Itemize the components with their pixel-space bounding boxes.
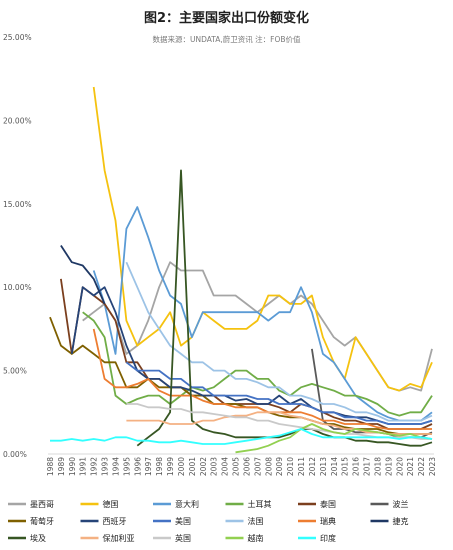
x-tick-label: 1995 bbox=[122, 457, 131, 476]
legend-label: 越南 bbox=[248, 533, 264, 543]
x-tick-label: 2008 bbox=[264, 457, 273, 476]
x-tick-label: 2001 bbox=[188, 457, 197, 476]
y-tick-label: 10.00% bbox=[3, 283, 32, 292]
x-tick-label: 2017 bbox=[363, 457, 372, 476]
x-tick-label: 1991 bbox=[79, 457, 88, 476]
y-tick-label: 15.00% bbox=[3, 200, 32, 209]
y-tick-label: 20.00% bbox=[3, 116, 32, 125]
series-line-9 bbox=[125, 261, 433, 422]
x-tick-label: 2018 bbox=[373, 457, 382, 476]
x-tick-label: 1992 bbox=[90, 457, 99, 476]
series-line-7 bbox=[70, 286, 433, 425]
legend-label: 保加利亚 bbox=[103, 533, 135, 543]
series-line-8 bbox=[125, 361, 433, 425]
legend-label: 印度 bbox=[320, 533, 336, 543]
series-line-4 bbox=[60, 278, 433, 430]
x-tick-label: 2021 bbox=[406, 457, 415, 476]
series-line-6 bbox=[49, 316, 432, 435]
x-tick-label: 2019 bbox=[384, 457, 393, 476]
x-tick-label: 1988 bbox=[46, 457, 55, 476]
x-tick-label: 2012 bbox=[308, 457, 317, 476]
legend-label: 法国 bbox=[248, 516, 264, 526]
x-tick-label: 2003 bbox=[210, 457, 219, 476]
x-tick-label: 1994 bbox=[111, 457, 120, 476]
legend-label: 墨西哥 bbox=[30, 500, 54, 509]
x-tick-label: 1998 bbox=[155, 457, 164, 476]
chart-title: 图2：主要国家出口份额变化 bbox=[144, 10, 309, 26]
x-tick-label: 2006 bbox=[242, 457, 251, 476]
x-tick-label: 2011 bbox=[297, 457, 306, 476]
series-line-3 bbox=[82, 311, 433, 417]
y-axis: 0.00% 5.00% 10.00% 15.00% 20.00% 25.00% bbox=[3, 33, 32, 459]
legend-label: 土耳其 bbox=[248, 499, 272, 509]
x-tick-label: 2015 bbox=[341, 457, 350, 476]
x-tick-label: 1997 bbox=[144, 457, 153, 476]
x-tick-label: 1999 bbox=[166, 457, 175, 476]
x-tick-label: 1989 bbox=[57, 457, 66, 476]
x-tick-label: 2005 bbox=[232, 457, 241, 476]
x-tick-label: 1996 bbox=[133, 457, 142, 476]
y-tick-label: 25.00% bbox=[3, 33, 32, 42]
chart-subtitle: 数据来源：UNDATA,蔚卫资讯 注：FOB价值 bbox=[152, 34, 301, 44]
series-line-16 bbox=[50, 428, 433, 445]
x-tick-label: 2009 bbox=[275, 457, 284, 476]
legend-label: 捷克 bbox=[393, 516, 409, 526]
x-tick-label: 1990 bbox=[68, 457, 77, 476]
legend-label: 葡萄牙 bbox=[30, 516, 54, 526]
legend-label: 意大利 bbox=[175, 499, 199, 509]
legend-label: 西班牙 bbox=[103, 516, 127, 526]
legend-label: 波兰 bbox=[393, 499, 409, 509]
plot-area bbox=[49, 86, 433, 454]
x-tick-label: 2023 bbox=[428, 457, 437, 476]
x-tick-label: 2014 bbox=[330, 457, 339, 476]
series-line-2 bbox=[92, 206, 433, 422]
x-tick-label: 2013 bbox=[319, 457, 328, 476]
legend-label: 美国 bbox=[175, 516, 191, 526]
series-line-10 bbox=[92, 328, 432, 430]
x-tick-label: 2004 bbox=[221, 457, 230, 476]
x-tick-label: 2007 bbox=[253, 457, 262, 476]
legend-label: 泰国 bbox=[320, 499, 336, 509]
x-axis: 1988 1989 1990 1991 1992 1993 1994 1995 1996 1997… bbox=[46, 453, 437, 476]
series-line-1 bbox=[92, 86, 433, 392]
x-tick-label: 2022 bbox=[417, 457, 426, 476]
x-tick-label: 2020 bbox=[395, 457, 404, 476]
x-tick-label: 2002 bbox=[199, 457, 208, 476]
legend-label: 瑞典 bbox=[320, 516, 336, 526]
x-tick-label: 2000 bbox=[177, 457, 186, 476]
y-tick-label: 0.00% bbox=[3, 450, 27, 459]
legend-label: 英国 bbox=[175, 533, 191, 543]
x-tick-label: 2010 bbox=[286, 457, 295, 476]
x-tick-label: 2016 bbox=[352, 457, 361, 476]
y-tick-label: 5.00% bbox=[3, 367, 27, 376]
x-tick-label: 1993 bbox=[101, 457, 110, 476]
legend-label: 埃及 bbox=[30, 533, 46, 543]
series-line-12 bbox=[136, 169, 433, 447]
series-line-11 bbox=[60, 245, 106, 305]
series-line-15 bbox=[235, 423, 433, 454]
legend-label: 德国 bbox=[103, 499, 119, 509]
